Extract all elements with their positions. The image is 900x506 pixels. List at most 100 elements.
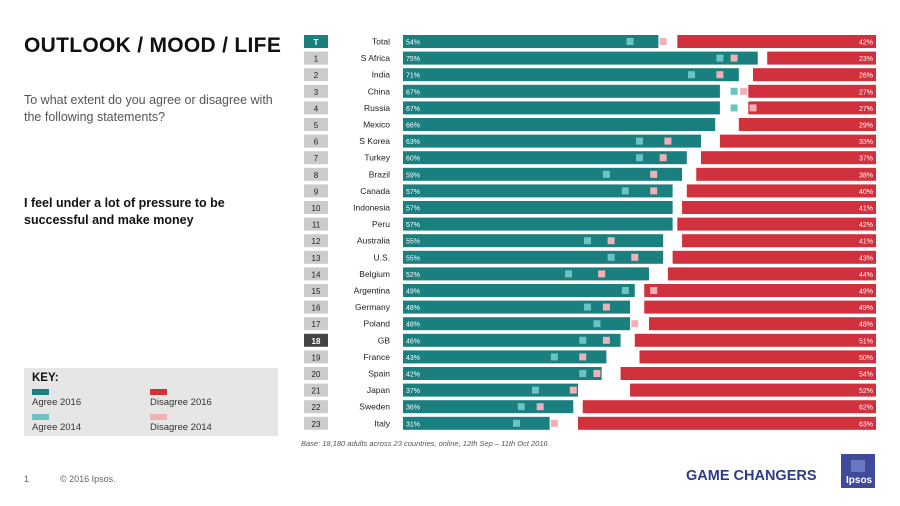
agree-2016-bar	[403, 51, 758, 65]
disagree-2016-bar	[644, 284, 876, 297]
agree-2016-bar	[403, 300, 631, 314]
row-index-box	[304, 35, 328, 48]
agree-2016-bar	[403, 68, 739, 82]
logo-text: Ipsos	[846, 475, 873, 486]
agree-2014-marker	[607, 253, 615, 261]
agree-2014-swatch	[32, 414, 49, 420]
row-country-label: S Korea	[359, 136, 390, 146]
row-index-box	[304, 118, 328, 131]
agree-2016-bar	[403, 101, 720, 115]
agree-2016-value: 59%	[406, 172, 420, 179]
row-country-label: France	[364, 352, 391, 362]
disagree-2014-marker	[569, 386, 577, 394]
disagree-2016-value: 41%	[859, 206, 873, 213]
disagree-2016-value: 37%	[859, 156, 873, 163]
disagree-2016-bar	[767, 51, 876, 65]
agree-2016-value: 67%	[406, 106, 420, 113]
agree-2016-value: 31%	[406, 421, 420, 428]
agree-2016-bar	[403, 84, 720, 98]
disagree-2014-marker	[659, 154, 667, 162]
row-index-box	[304, 367, 328, 380]
disagree-2014-marker	[550, 419, 558, 427]
disagree-2016-bar	[639, 350, 876, 364]
agree-2016-bar	[403, 35, 659, 48]
statement-text: I feel under a lot of pressure to be suc…	[24, 196, 225, 227]
agree-2014-marker	[621, 187, 629, 195]
row-index-label: 1	[314, 55, 319, 64]
row-index-box	[304, 68, 328, 82]
page-title: OUTLOOK / MOOD / LIFE	[24, 34, 282, 57]
copyright-text: © 2016 Ipsos.	[60, 474, 116, 484]
brand-tagline: GAME CHANGERS	[686, 468, 817, 484]
agree-2016-bar	[403, 184, 673, 198]
disagree-2016-value: 29%	[859, 123, 873, 130]
agree-2014-marker	[513, 419, 521, 427]
agree-2014-marker	[531, 386, 539, 394]
row-index-label: 7	[314, 154, 319, 163]
agree-2016-value: 67%	[406, 89, 420, 96]
disagree-2014-marker	[598, 270, 606, 278]
agree-2014-marker	[730, 104, 738, 112]
row-country-label: China	[368, 86, 390, 96]
agree-2016-value: 36%	[406, 405, 420, 412]
disagree-2016-bar	[682, 234, 876, 248]
agree-2016-bar	[403, 234, 664, 248]
row-index-box	[304, 400, 328, 414]
disagree-2014-marker	[593, 370, 601, 377]
disagree-2016-value: 23%	[859, 56, 873, 63]
diverging-bar-chart: T Total 54% 42% 1 S Africa 75% 23% 2 India 71% 26% 3…	[304, 35, 876, 430]
row-country-label: Japan	[367, 385, 390, 395]
disagree-2014-marker	[659, 38, 667, 45]
disagree-2014-marker	[749, 104, 757, 112]
disagree-2014-swatch	[150, 414, 167, 420]
row-country-label: India	[372, 70, 391, 80]
agree-2016-bar	[403, 317, 631, 331]
row-country-label: U.S.	[373, 252, 390, 262]
question-text: To what extent do you agree or disagree …	[24, 93, 273, 124]
agree-2016-bar	[403, 350, 607, 364]
row-index-label: 15	[312, 287, 321, 296]
disagree-2014-marker	[650, 187, 658, 195]
disagree-2016-value: 50%	[859, 355, 873, 362]
row-index-label: 14	[312, 270, 321, 279]
agree-2016-value: 57%	[406, 189, 420, 196]
row-index-label: 3	[314, 88, 319, 97]
row-country-label: S Africa	[361, 53, 391, 63]
row-index-label: 8	[314, 171, 319, 180]
agree-2014-marker	[730, 87, 738, 95]
agree-2014-marker	[579, 336, 587, 344]
row-index-box	[304, 84, 328, 98]
agree-2016-value: 46%	[406, 338, 420, 345]
agree-2014-marker	[583, 237, 591, 245]
agree-2016-value: 60%	[406, 156, 420, 163]
disagree-2014-marker	[607, 237, 615, 245]
row-index-box	[304, 51, 328, 65]
disagree-2016-bar	[700, 151, 876, 165]
disagree-2016-value: 41%	[859, 239, 873, 246]
disagree-2016-bar	[738, 118, 876, 131]
agree-2016-bar	[403, 284, 635, 297]
row-country-label: Australia	[357, 236, 390, 246]
agree-2014-marker	[716, 54, 724, 62]
disagree-2016-bar	[686, 184, 876, 198]
disagree-2016-value: 44%	[859, 272, 873, 279]
disagree-2016-value: 62%	[859, 405, 873, 412]
disagree-2016-bar	[682, 201, 876, 214]
disagree-2014-marker	[631, 320, 639, 328]
disagree-2016-bar	[634, 333, 876, 347]
disagree-2016-value: 42%	[859, 222, 873, 229]
disagree-2014-marker	[602, 303, 610, 311]
row-index-label: 16	[312, 304, 321, 313]
agree-2016-value: 42%	[406, 372, 420, 379]
row-country-label: Argentina	[354, 286, 391, 296]
row-index-box	[304, 217, 328, 231]
row-index-label: 6	[314, 138, 319, 147]
row-index-label: T	[314, 38, 319, 47]
row-index-box	[304, 350, 328, 364]
row-index-box	[304, 167, 328, 181]
row-index-label: 22	[312, 403, 321, 412]
agree-2016-value: 57%	[406, 206, 420, 213]
disagree-2016-value: 51%	[859, 338, 873, 345]
agree-2014-marker	[593, 320, 601, 328]
agree-2016-value: 48%	[406, 322, 420, 329]
